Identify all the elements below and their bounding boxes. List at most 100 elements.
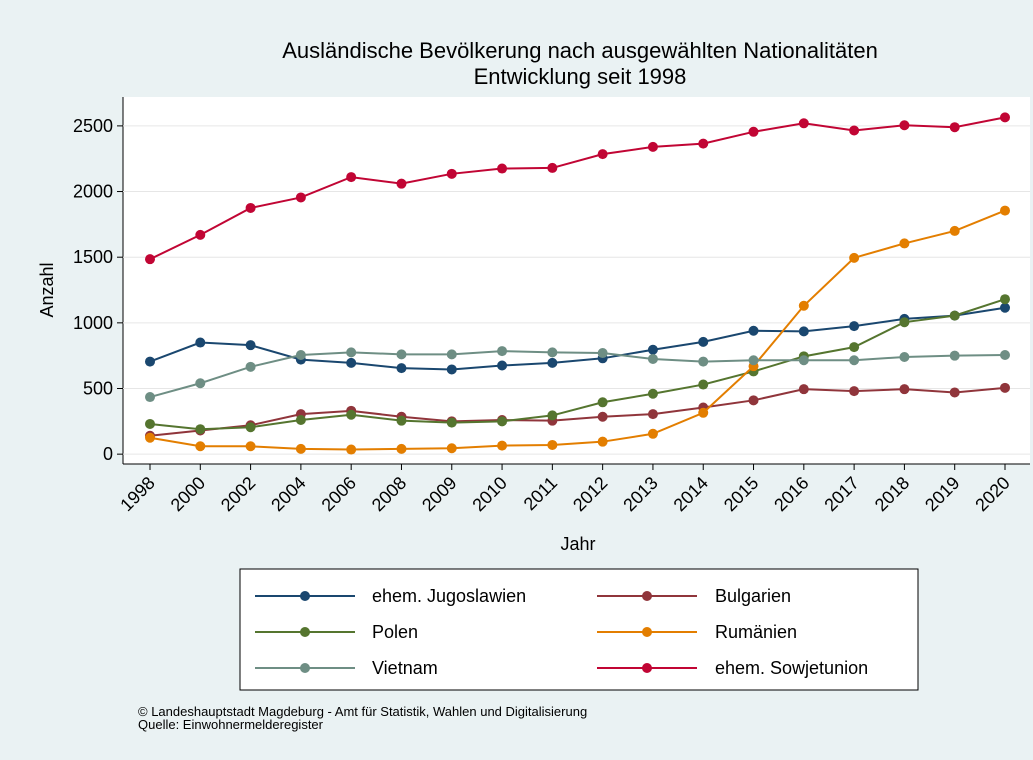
data-point [497, 163, 508, 174]
data-point [245, 422, 256, 433]
data-point [748, 355, 759, 366]
data-point [647, 409, 658, 420]
data-point [899, 317, 910, 328]
data-point [245, 340, 256, 351]
data-point [798, 355, 809, 366]
data-point [195, 229, 206, 240]
data-point [899, 384, 910, 395]
data-point [1000, 294, 1010, 305]
data-point [748, 395, 759, 406]
chart-subtitle: Entwicklung seit 1998 [474, 64, 687, 89]
data-point [647, 353, 658, 364]
data-point [346, 444, 357, 455]
data-point [899, 120, 910, 131]
y-tick-label: 500 [83, 378, 113, 398]
data-point [798, 326, 809, 337]
legend-marker [300, 627, 310, 637]
data-point [647, 388, 658, 399]
data-point [1000, 112, 1010, 123]
x-axis-title: Jahr [560, 534, 595, 554]
data-point [396, 443, 407, 454]
data-point [597, 149, 608, 160]
y-tick-label: 0 [103, 444, 113, 464]
y-tick-label: 1000 [73, 313, 113, 333]
data-point [346, 357, 357, 368]
legend-label: ehem. Jugoslawien [372, 586, 526, 606]
data-point [547, 410, 558, 421]
data-point [547, 162, 558, 173]
legend-label: Vietnam [372, 658, 438, 678]
series-line [149, 350, 1006, 398]
data-point [346, 409, 357, 420]
data-point [849, 342, 860, 353]
data-point [949, 122, 960, 133]
data-point [597, 348, 608, 359]
data-point [446, 168, 457, 179]
series-line [149, 298, 1006, 431]
legend-marker [642, 591, 652, 601]
legend [239, 568, 919, 691]
data-point [346, 172, 357, 183]
legend-marker [300, 663, 310, 673]
data-point [849, 252, 860, 263]
data-point [748, 325, 759, 336]
data-point [497, 440, 508, 451]
legend-marker [300, 591, 310, 601]
data-point [597, 397, 608, 408]
series-line [149, 209, 1006, 451]
data-point [497, 346, 508, 357]
data-point [346, 347, 357, 358]
data-point [647, 428, 658, 439]
data-point [145, 392, 155, 403]
data-point [597, 411, 608, 422]
data-point [145, 356, 155, 367]
data-point [597, 436, 608, 447]
chart-title: Ausländische Bevölkerung nach ausgewählt… [282, 38, 878, 63]
legend-label: Polen [372, 622, 418, 642]
source-note: Quelle: Einwohnermelderegister [138, 717, 324, 732]
data-point [698, 336, 709, 347]
data-point [849, 125, 860, 136]
data-point [245, 361, 256, 372]
data-point [195, 378, 206, 389]
data-point [798, 384, 809, 395]
series-line [149, 386, 1006, 437]
data-point [698, 379, 709, 390]
data-point [899, 351, 910, 362]
data-point [145, 432, 155, 443]
data-point [949, 387, 960, 398]
data-point [396, 363, 407, 374]
data-point [497, 416, 508, 427]
data-point [949, 310, 960, 321]
data-point [446, 349, 457, 360]
data-point [949, 225, 960, 236]
legend-marker [642, 663, 652, 673]
legend-label: Bulgarien [715, 586, 791, 606]
y-tick-label: 2500 [73, 116, 113, 136]
data-point [396, 415, 407, 426]
data-point [647, 141, 658, 152]
data-point [647, 344, 658, 355]
data-point [195, 337, 206, 348]
data-point [748, 126, 759, 137]
data-point [396, 349, 407, 360]
y-tick-label: 1500 [73, 247, 113, 267]
data-point [446, 417, 457, 428]
data-point [899, 238, 910, 249]
data-point [195, 424, 206, 435]
data-point [1000, 302, 1010, 313]
data-point [396, 178, 407, 189]
data-point [295, 443, 306, 454]
data-point [798, 300, 809, 311]
data-point [1000, 205, 1010, 216]
data-point [949, 350, 960, 361]
y-tick-label: 2000 [73, 182, 113, 202]
data-point [698, 138, 709, 149]
data-point [446, 443, 457, 454]
data-point [145, 418, 155, 429]
data-point [145, 254, 155, 265]
data-point [849, 321, 860, 332]
data-point [497, 360, 508, 371]
data-point [295, 192, 306, 203]
